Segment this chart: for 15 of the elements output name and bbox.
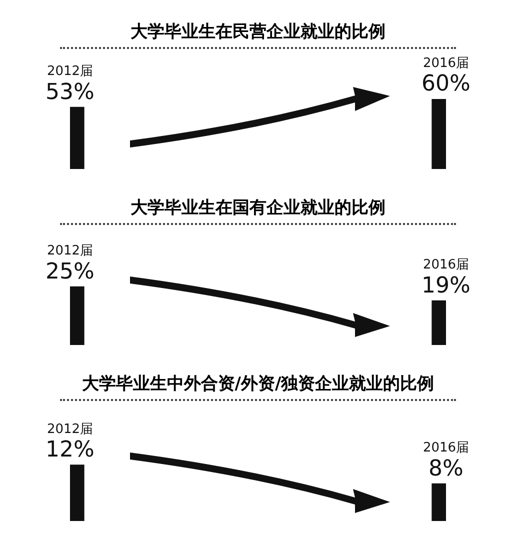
data-label: 60% [422, 72, 470, 97]
x-tick-label: 2012届 [46, 244, 94, 259]
data-label: 25% [46, 259, 94, 284]
data-label: 12% [46, 438, 94, 463]
x-tick-label: 2012届 [46, 64, 94, 80]
chart-title: 大学毕业生中外合资/外资/独资企业就业的比例 [60, 372, 456, 401]
data-label: 53% [46, 80, 94, 105]
data-label: 19% [422, 273, 470, 298]
x-tick-label: 2016届 [422, 440, 470, 456]
chart-title: 大学毕业生在国有企业就业的比例 [60, 196, 456, 225]
data-label: 8% [428, 456, 464, 482]
x-tick-label: 2016届 [422, 56, 470, 71]
x-tick-label: 2016届 [422, 258, 470, 273]
chart-title: 大学毕业生在民营企业就业的比例 [60, 20, 456, 49]
x-tick-label: 2012届 [46, 422, 94, 437]
